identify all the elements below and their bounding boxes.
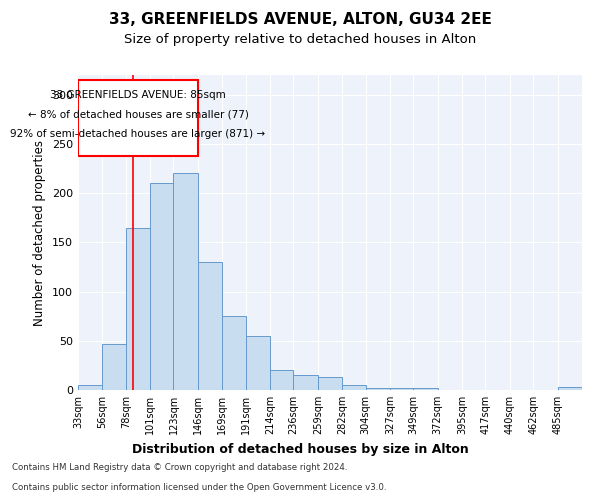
Text: Contains public sector information licensed under the Open Government Licence v3: Contains public sector information licen… — [12, 484, 386, 492]
Bar — [223, 316, 245, 390]
Bar — [293, 375, 318, 390]
Bar — [365, 388, 390, 390]
Bar — [150, 184, 173, 390]
Y-axis label: Number of detached properties: Number of detached properties — [34, 140, 46, 326]
Bar — [390, 388, 413, 390]
Text: 92% of semi-detached houses are larger (871) →: 92% of semi-detached houses are larger (… — [10, 129, 266, 139]
Bar — [103, 344, 126, 390]
Text: 33, GREENFIELDS AVENUE, ALTON, GU34 2EE: 33, GREENFIELDS AVENUE, ALTON, GU34 2EE — [109, 12, 491, 28]
Bar — [78, 80, 198, 156]
Bar — [78, 385, 103, 390]
Bar — [342, 385, 365, 390]
Text: 33 GREENFIELDS AVENUE: 85sqm: 33 GREENFIELDS AVENUE: 85sqm — [50, 90, 226, 100]
Bar — [318, 377, 342, 390]
Bar — [557, 387, 582, 390]
Text: Contains HM Land Registry data © Crown copyright and database right 2024.: Contains HM Land Registry data © Crown c… — [12, 464, 347, 472]
Text: Distribution of detached houses by size in Alton: Distribution of detached houses by size … — [131, 442, 469, 456]
Bar — [245, 336, 270, 390]
Bar — [270, 370, 293, 390]
Bar — [173, 174, 198, 390]
Text: Size of property relative to detached houses in Alton: Size of property relative to detached ho… — [124, 32, 476, 46]
Bar — [413, 388, 437, 390]
Text: ← 8% of detached houses are smaller (77): ← 8% of detached houses are smaller (77) — [28, 110, 248, 120]
Bar — [198, 262, 223, 390]
Bar — [126, 228, 150, 390]
